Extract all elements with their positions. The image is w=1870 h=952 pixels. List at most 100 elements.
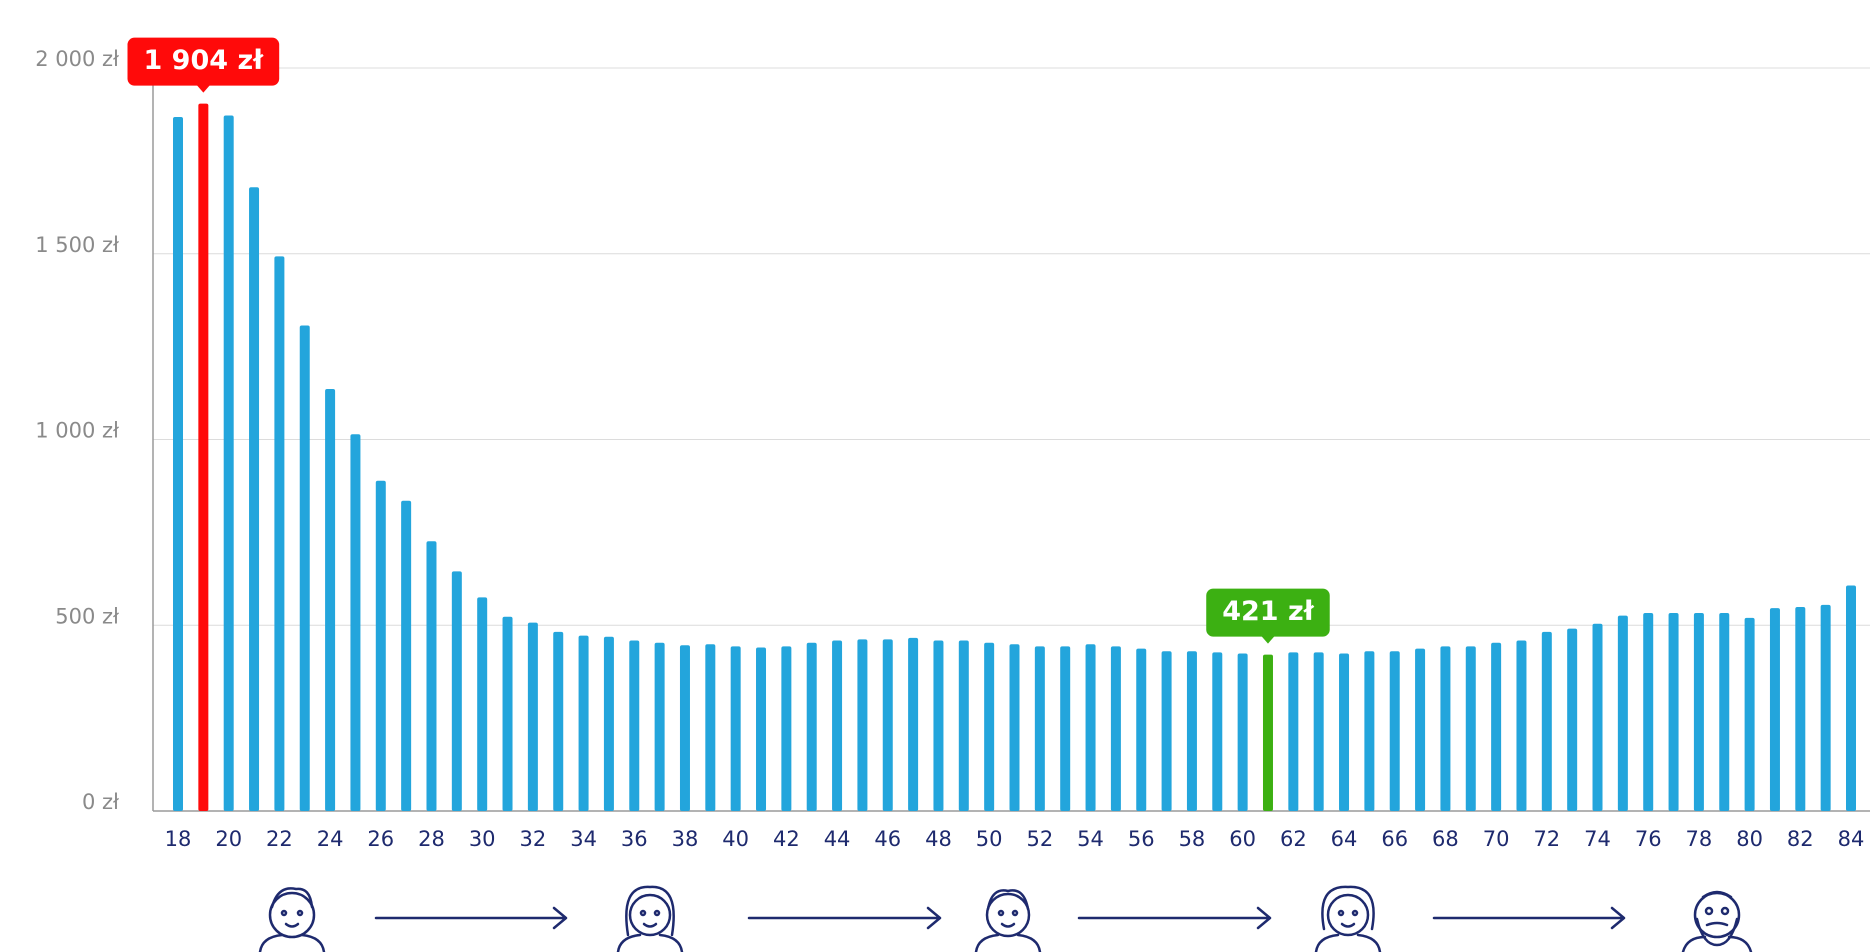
x-tick-label: 34 <box>570 827 597 851</box>
bar <box>654 642 665 811</box>
y-tick-label: 0 zł <box>82 790 119 814</box>
bar <box>806 642 817 811</box>
x-tick-label: 78 <box>1686 827 1713 851</box>
bar <box>1541 631 1552 811</box>
bar <box>1617 615 1628 811</box>
x-tick-label: 36 <box>621 827 648 851</box>
bar <box>882 639 893 811</box>
x-tick-label: 80 <box>1736 827 1763 851</box>
bar <box>1567 628 1578 811</box>
x-tick-label: 30 <box>469 827 496 851</box>
x-tick-label: 40 <box>722 827 749 851</box>
bar <box>1440 646 1451 811</box>
y-tick-label: 1 500 zł <box>35 233 119 257</box>
x-tick-label: 32 <box>520 827 547 851</box>
bar <box>1085 644 1096 811</box>
bar <box>781 646 792 811</box>
callout-box <box>127 37 280 86</box>
bar <box>1415 648 1426 811</box>
callout-tip <box>1260 635 1275 644</box>
y-tick-label: 2 000 zł <box>35 47 119 71</box>
bar <box>1693 612 1704 811</box>
bar <box>426 541 437 811</box>
x-tick-label: 70 <box>1483 827 1510 851</box>
bar <box>527 622 538 811</box>
x-tick-label: 64 <box>1331 827 1358 851</box>
x-tick-label: 76 <box>1635 827 1662 851</box>
bar <box>1795 607 1806 811</box>
bar <box>958 640 969 811</box>
bar <box>1313 652 1324 811</box>
bar <box>1516 640 1527 811</box>
value-label: 1 904 zł <box>144 45 265 76</box>
bar <box>1237 653 1248 811</box>
bar <box>401 500 412 811</box>
icons <box>258 885 1753 952</box>
x-tick-label: 66 <box>1381 827 1408 851</box>
person-icon <box>258 887 326 952</box>
y-tick-label: 500 zł <box>55 604 119 628</box>
bar <box>1820 604 1831 811</box>
x-tick-label: 68 <box>1432 827 1459 851</box>
bar <box>299 325 310 811</box>
x-tick-label: 18 <box>165 827 192 851</box>
bar <box>1288 652 1299 811</box>
x-tick-label: 44 <box>824 827 851 851</box>
bar <box>1110 646 1121 811</box>
value-callout: 1 904 zł <box>127 37 280 93</box>
bar <box>908 637 919 811</box>
x-tick-label: 84 <box>1838 827 1865 851</box>
bar <box>223 115 234 811</box>
x-tick-label: 74 <box>1584 827 1611 851</box>
person-icon <box>1681 890 1753 952</box>
bar <box>578 635 589 811</box>
x-tick-label: 26 <box>367 827 394 851</box>
bar <box>1034 646 1045 811</box>
bar <box>1465 646 1476 811</box>
x-tick-label: 60 <box>1229 827 1256 851</box>
x-tick-label: 42 <box>773 827 800 851</box>
x-tick-label: 38 <box>672 827 699 851</box>
bar <box>857 639 868 811</box>
x-tick-label: 48 <box>925 827 952 851</box>
x-tick-label: 46 <box>874 827 901 851</box>
arrows <box>374 906 1626 930</box>
bar <box>1643 612 1654 811</box>
bar <box>1161 651 1172 811</box>
bar <box>933 640 944 811</box>
x-tick-label: 54 <box>1077 827 1104 851</box>
person-icon <box>974 889 1042 952</box>
callout-box <box>1206 588 1330 637</box>
x-tick-label: 56 <box>1128 827 1155 851</box>
bar <box>603 636 614 811</box>
bar <box>451 571 462 811</box>
x-tick-label: 20 <box>215 827 242 851</box>
bar <box>705 644 716 811</box>
x-tick-label: 24 <box>317 827 344 851</box>
bar <box>629 640 640 811</box>
bar <box>984 642 995 811</box>
bar <box>173 117 183 811</box>
y-tick-label: 1 000 zł <box>35 419 119 443</box>
x-tick-label: 22 <box>266 827 293 851</box>
bar <box>1060 646 1071 811</box>
bar <box>198 103 209 811</box>
bar <box>1769 608 1780 811</box>
x-tick-label: 58 <box>1179 827 1206 851</box>
bar <box>1592 623 1603 811</box>
bar <box>1491 642 1502 811</box>
bar <box>1719 612 1730 811</box>
x-tick-label: 50 <box>976 827 1003 851</box>
x-tick-label: 72 <box>1533 827 1560 851</box>
bar <box>1339 653 1350 811</box>
bar <box>502 616 513 811</box>
bar <box>249 187 260 812</box>
value-label: 421 zł <box>1222 596 1314 627</box>
bar <box>325 388 336 811</box>
x-tick-label: 52 <box>1026 827 1053 851</box>
bar <box>679 645 690 811</box>
bar <box>1389 651 1400 811</box>
x-tick-label: 62 <box>1280 827 1307 851</box>
bar <box>350 434 361 811</box>
